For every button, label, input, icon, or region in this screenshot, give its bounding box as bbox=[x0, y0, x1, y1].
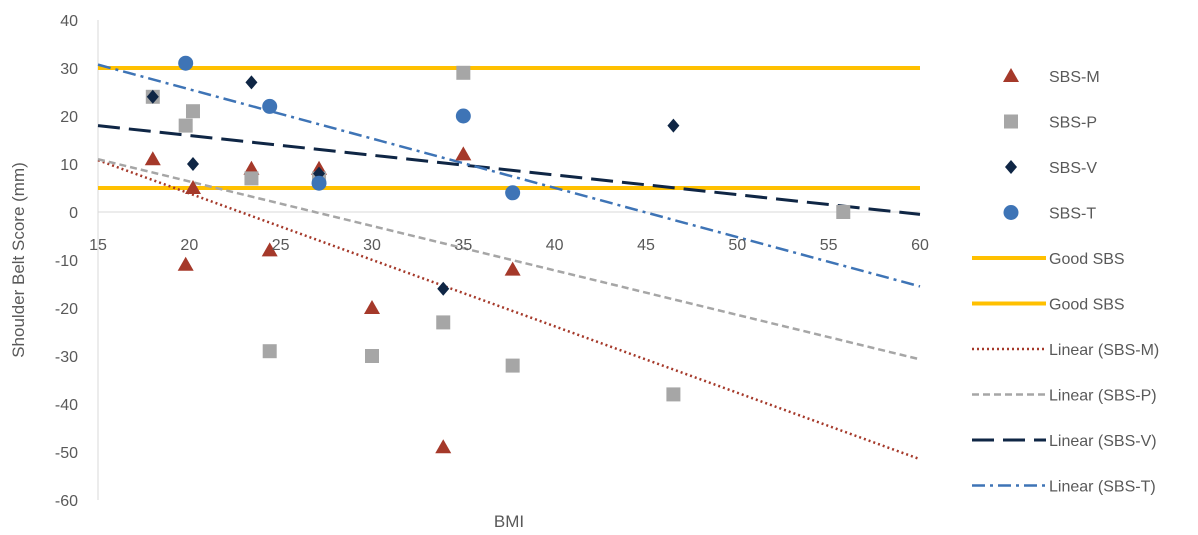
y-tick-label: 30 bbox=[60, 61, 78, 78]
sbs-p-point bbox=[436, 315, 451, 330]
sbs-t-point bbox=[311, 175, 327, 191]
sbs-v-point bbox=[437, 281, 450, 296]
trendline bbox=[97, 63, 921, 288]
x-tick-label: 15 bbox=[89, 237, 107, 254]
sbs-m-point bbox=[504, 261, 521, 276]
trendline bbox=[97, 157, 921, 361]
sbs-m-point bbox=[243, 160, 260, 175]
y-tick-label: -20 bbox=[55, 301, 78, 318]
y-tick-label: -60 bbox=[55, 493, 78, 510]
x-tick-label: 50 bbox=[728, 237, 746, 254]
legend-label: Linear (SBS-V) bbox=[1049, 433, 1157, 450]
sbs-m-point bbox=[364, 300, 380, 314]
legend-marker-sbs-p bbox=[1004, 114, 1018, 129]
sbs-t-point bbox=[178, 55, 194, 71]
sbs-t-point bbox=[262, 98, 278, 114]
y-tick-label: 10 bbox=[60, 157, 78, 174]
legend-label: Linear (SBS-M) bbox=[1049, 342, 1159, 359]
y-tick-label: -30 bbox=[55, 349, 78, 366]
sbs-p-point bbox=[262, 344, 277, 359]
x-tick-label: 25 bbox=[272, 237, 290, 254]
data-points bbox=[144, 55, 851, 454]
plot-area bbox=[97, 20, 920, 500]
sbs-m-point bbox=[435, 439, 452, 454]
y-tick-label: 40 bbox=[60, 13, 78, 30]
sbs-p-point bbox=[365, 349, 379, 363]
legend-label: Linear (SBS-P) bbox=[1049, 388, 1157, 405]
sbs-m-point bbox=[177, 256, 194, 271]
x-tick-label: 35 bbox=[454, 237, 472, 254]
sbs-m-point bbox=[455, 146, 472, 161]
trendline bbox=[97, 124, 921, 216]
x-tick-label: 55 bbox=[820, 237, 838, 254]
x-tick-label: 60 bbox=[911, 237, 929, 254]
legend-label: Good SBS bbox=[1049, 251, 1125, 268]
x-tick-label: 30 bbox=[363, 237, 381, 254]
y-axis-title: Shoulder Belt Score (mm) bbox=[9, 162, 28, 358]
sbs-p-point bbox=[185, 104, 200, 119]
sbs-p-point bbox=[178, 118, 193, 133]
x-tick-label: 40 bbox=[546, 237, 564, 254]
legend-label: SBS-V bbox=[1049, 160, 1097, 177]
y-tick-label: 20 bbox=[60, 109, 78, 126]
sbs-p-point bbox=[456, 65, 471, 80]
sbs-p-point bbox=[836, 205, 851, 219]
tick-labels: 40 30 20 10 0 -10 -20 -30 -40 -50 -60 15 20 25 30 35 40 4… bbox=[55, 13, 929, 510]
sbs-t-point bbox=[505, 185, 521, 201]
sbs-m-point bbox=[184, 180, 201, 194]
legend-marker-sbs-v bbox=[1005, 160, 1017, 174]
y-tick-label: -10 bbox=[55, 253, 78, 270]
sbs-m-point bbox=[144, 151, 161, 166]
sbs-p-point bbox=[666, 387, 681, 402]
legend-label: Good SBS bbox=[1049, 297, 1125, 314]
trendline bbox=[97, 158, 921, 461]
legend-label: SBS-T bbox=[1049, 206, 1096, 223]
legend-label: SBS-P bbox=[1049, 115, 1097, 132]
y-tick-label: 0 bbox=[69, 205, 78, 222]
y-tick-label: -50 bbox=[55, 445, 78, 462]
sbs-v-point bbox=[667, 118, 680, 133]
legend-marker-sbs-m bbox=[1003, 68, 1019, 82]
x-tick-label: 20 bbox=[180, 237, 198, 254]
legend-label: SBS-M bbox=[1049, 69, 1100, 86]
x-axis-title: BMI bbox=[494, 512, 524, 531]
sbs-p-point bbox=[505, 358, 520, 373]
sbs-m-point bbox=[261, 242, 278, 257]
sbs-p-point bbox=[244, 171, 259, 186]
sbs-v-point bbox=[245, 75, 258, 90]
sbs-v-point bbox=[186, 157, 199, 171]
trend-lines bbox=[97, 63, 921, 461]
y-tick-label: -40 bbox=[55, 397, 78, 414]
legend: SBS-M SBS-P SBS-V SBS-T Good SBS Good SBS Line… bbox=[972, 68, 1159, 496]
x-tick-label: 45 bbox=[637, 237, 655, 254]
legend-label: Linear (SBS-T) bbox=[1049, 479, 1156, 496]
legend-marker-sbs-t bbox=[1003, 205, 1019, 220]
sbs-t-point bbox=[455, 108, 471, 124]
sbs-v-point bbox=[146, 89, 159, 104]
